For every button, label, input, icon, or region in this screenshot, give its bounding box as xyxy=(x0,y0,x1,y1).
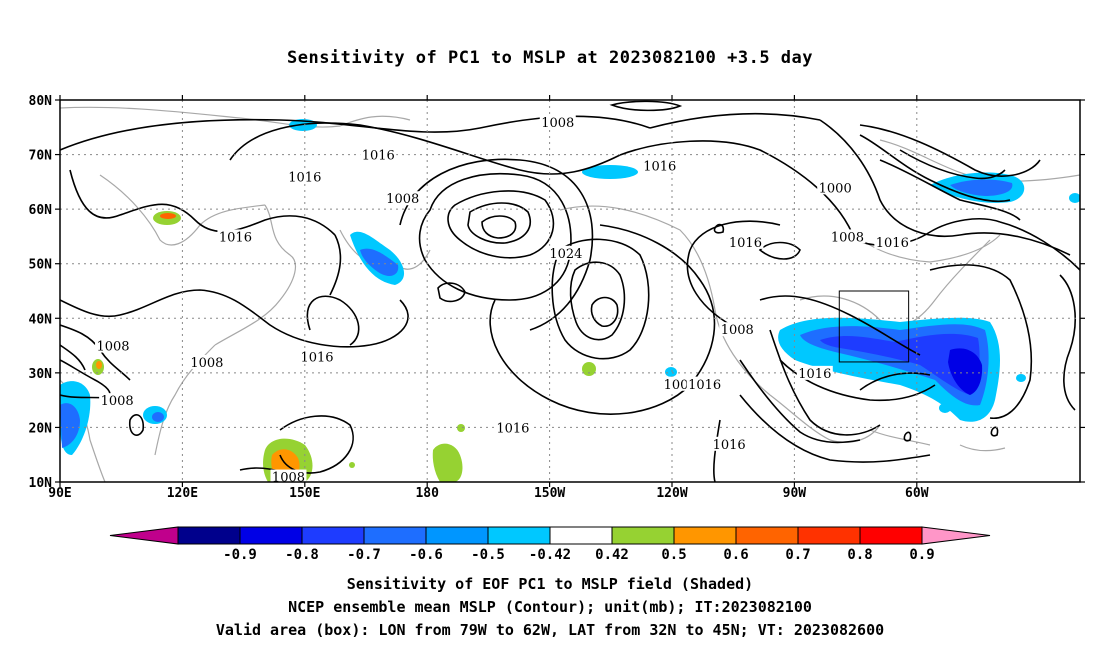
contour-label-bg xyxy=(874,234,911,249)
lon-label: 150W xyxy=(534,486,565,501)
color-bar-swatch xyxy=(363,526,427,545)
color-bar-label: -0.5 xyxy=(471,547,505,563)
contour-label: 1016 xyxy=(713,438,746,453)
contour-label-bg xyxy=(727,234,764,249)
footer-line-3: Valid area (box): LON from 79W to 62W, L… xyxy=(215,621,885,639)
contour-label-bg xyxy=(641,158,678,173)
contour-label: 1016 xyxy=(729,236,762,251)
contour-label-bg xyxy=(99,393,136,408)
contour-label: 1008 xyxy=(96,340,129,355)
contour-label: 1016 xyxy=(643,159,676,174)
contour-label-bg xyxy=(384,191,421,206)
contour-label-bg xyxy=(719,322,756,337)
contour-label-bg xyxy=(299,349,336,364)
contour-label-bg xyxy=(547,245,584,260)
contour-label-bg xyxy=(188,354,225,369)
lat-label: 20N xyxy=(29,421,53,436)
color-bar-label: -0.8 xyxy=(285,547,319,563)
lat-label: 80N xyxy=(29,94,53,109)
color-bar-label: 0.42 xyxy=(595,547,629,563)
lat-label: 40N xyxy=(29,312,53,327)
sensitivity-shading xyxy=(60,119,1080,482)
color-bar-swatch xyxy=(611,526,675,545)
footer-line-2: NCEP ensemble mean MSLP (Contour); unit(… xyxy=(288,598,812,616)
contour-label-bg xyxy=(217,229,254,244)
lon-label: 120E xyxy=(167,486,198,501)
contour-label: 1000 xyxy=(819,181,852,196)
color-bar-label: -0.42 xyxy=(529,547,571,563)
lat-label: 70N xyxy=(29,149,53,164)
color-bar-swatch xyxy=(673,526,737,545)
contour-label-bg xyxy=(829,229,866,244)
contour-label: 1016 xyxy=(362,149,395,164)
color-bar-label: -0.6 xyxy=(409,547,443,563)
lat-label: 60N xyxy=(29,203,53,218)
lon-label: 180 xyxy=(415,486,439,501)
contour-label: 1008 xyxy=(272,471,305,486)
contour-label: 1008 xyxy=(190,356,223,371)
contour-label: 1016 xyxy=(219,230,252,245)
contour-label-bg xyxy=(711,436,748,451)
contour-label-bg xyxy=(796,365,833,380)
latitude-labels: 80N 70N 60N 50N 40N 30N 20N 10N xyxy=(29,94,53,491)
footer-line-1: Sensitivity of EOF PC1 to MSLP field (Sh… xyxy=(346,575,754,593)
contour-label: 1016 xyxy=(300,350,333,365)
color-bar-swatch xyxy=(425,526,489,545)
lat-label: 10N xyxy=(29,476,53,491)
contour-label: 1008 xyxy=(831,230,864,245)
color-bar-swatch xyxy=(177,526,241,545)
color-bar-label: 0.5 xyxy=(661,547,686,563)
map-title: Sensitivity of PC1 to MSLP at 2023082100… xyxy=(286,48,813,68)
axis-ticks xyxy=(55,95,1085,487)
contour-label: 1008 xyxy=(386,192,419,207)
contour-label-bg xyxy=(270,469,307,484)
color-bar-label: -0.7 xyxy=(347,547,381,563)
map-frame xyxy=(59,99,1081,483)
color-bar-labels: -0.9 -0.8 -0.7 -0.6 -0.5 -0.42 0.42 0.5 0.6 0.7 0.… xyxy=(223,547,935,563)
valid-area-box xyxy=(838,290,910,363)
color-bar-label: 0.6 xyxy=(723,547,748,563)
color-bar-label: -0.9 xyxy=(223,547,257,563)
contour-label: 1008 xyxy=(541,116,574,131)
color-bar-swatch xyxy=(301,526,365,545)
color-bar-swatch xyxy=(487,526,551,545)
contour-label: 1016 xyxy=(288,170,321,185)
color-bar-swatch xyxy=(239,526,303,545)
contour-label: 1016 xyxy=(496,421,529,436)
contour-labels: 1008 1016 1016 1016 1008 1000 1016 1016 1008 1016… xyxy=(95,114,911,486)
contour-label-bg xyxy=(494,420,531,435)
contour-label: 1024 xyxy=(549,247,582,262)
color-bar-swatch xyxy=(859,526,923,545)
lon-label: 120W xyxy=(656,486,687,501)
longitude-labels: 90E 120E 150E 180 150W 120W 90W 60W xyxy=(48,486,928,501)
lon-label: 90W xyxy=(783,486,807,501)
color-bar-label: 0.8 xyxy=(847,547,872,563)
color-bar-swatch xyxy=(549,526,613,545)
contour-label: 1008 xyxy=(721,323,754,338)
contour-label-bg xyxy=(539,114,576,129)
contour-label: 1016 xyxy=(798,367,831,382)
contour-label: 1016 xyxy=(688,378,721,393)
contour-label-bg xyxy=(95,338,132,353)
lat-label: 30N xyxy=(29,367,53,382)
lat-label: 50N xyxy=(29,258,53,273)
color-bar-low-arrow xyxy=(109,526,179,545)
color-bar-label: 0.9 xyxy=(909,547,934,563)
color-bar xyxy=(109,526,991,545)
color-bar-high-arrow xyxy=(921,526,991,545)
lon-label: 60W xyxy=(905,486,929,501)
lon-label: 150E xyxy=(289,486,320,501)
color-bar-swatch xyxy=(797,526,861,545)
contour-label: 1008 xyxy=(101,394,134,409)
color-bar-swatch xyxy=(735,526,799,545)
lat-lon-grid xyxy=(60,100,1080,482)
contour-label-bg xyxy=(286,169,323,184)
color-bar-label: 0.7 xyxy=(785,547,810,563)
contour-label-bg xyxy=(360,147,397,162)
contour-label-bg xyxy=(817,180,854,195)
lon-label: 90E xyxy=(48,486,71,501)
contour-label-bg xyxy=(686,376,723,391)
contour-label: 1016 xyxy=(876,236,909,251)
